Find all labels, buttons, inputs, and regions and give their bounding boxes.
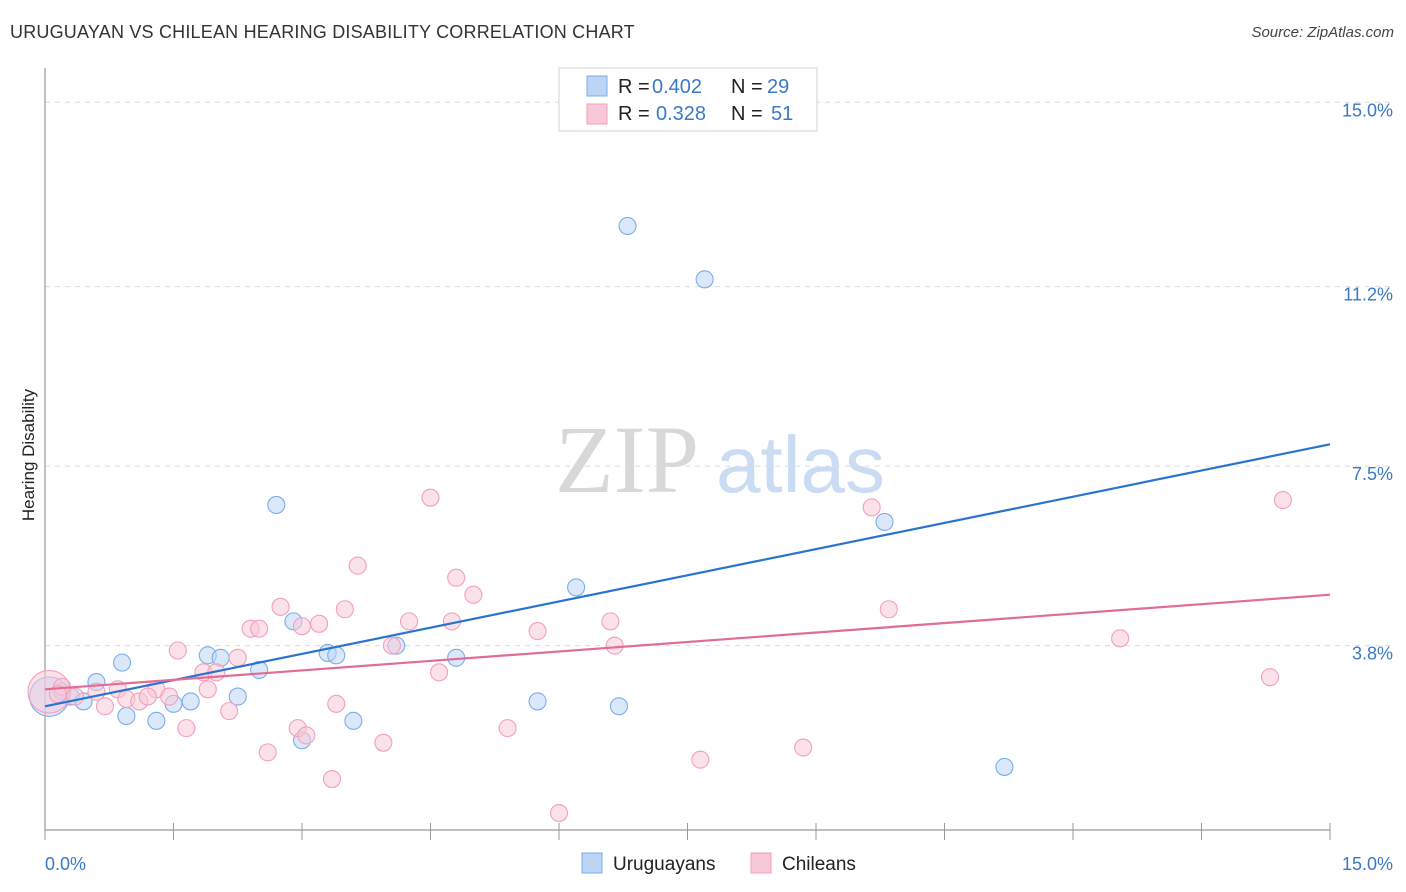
uruguayans-point — [147, 711, 166, 730]
x-ticks — [44, 823, 1331, 840]
chileans-point — [1260, 668, 1280, 687]
y-tick-label: 3.8% — [1352, 644, 1393, 664]
chileans-point — [421, 488, 440, 507]
chileans-point — [220, 702, 239, 721]
chileans-point — [605, 636, 624, 655]
chileans-point — [138, 687, 157, 706]
uruguayans-point — [695, 270, 714, 289]
bottom-legend-label-chileans: Chileans — [782, 854, 856, 875]
gridlines — [45, 101, 1395, 647]
chileans-point — [447, 568, 466, 587]
chileans-point — [374, 733, 393, 752]
chart-title: URUGUAYAN VS CHILEAN HEARING DISABILITY … — [10, 22, 635, 42]
chileans-point — [862, 498, 881, 517]
uruguayans-point — [567, 578, 586, 597]
chileans-point — [430, 663, 449, 682]
uruguayans-point — [117, 706, 136, 726]
legend-swatch-uruguayans — [586, 75, 608, 97]
uruguayans-point — [267, 495, 286, 514]
chileans-point — [297, 726, 316, 745]
legend-r-value-chileans: 0.328 — [656, 103, 706, 125]
chileans-point — [1111, 629, 1130, 648]
y-tick-label: 11.2% — [1343, 285, 1393, 305]
top-legend: R = 0.402 N = 29 R = 0.328 N = 51 — [558, 67, 818, 132]
y-tick-label: 15.0% — [1342, 100, 1393, 120]
chileans-point — [310, 614, 329, 633]
chileans-point — [691, 750, 710, 769]
legend-n-value-uruguayans: 29 — [767, 76, 789, 98]
legend-r-label-chileans: R = — [618, 103, 650, 125]
chileans-point — [65, 687, 85, 706]
bottom-legend: Uruguayans Chileans — [581, 852, 856, 875]
uruguayans-point — [875, 512, 894, 531]
uruguayans-point — [327, 646, 346, 665]
uruguayans-trend-line — [44, 443, 1331, 708]
chileans-point — [601, 612, 620, 631]
uruguayans-point — [228, 687, 247, 706]
chileans-point — [168, 641, 187, 660]
uruguayans-point — [618, 216, 637, 236]
legend-n-value-chileans: 51 — [771, 103, 793, 125]
uruguayans-point — [181, 692, 200, 711]
legend-swatch-chileans — [586, 103, 608, 125]
watermark-zip: ZIP — [555, 406, 699, 513]
chileans-point — [177, 719, 196, 738]
chileans-point — [258, 743, 277, 762]
chileans-point — [498, 719, 517, 738]
legend-r-value-uruguayans: 0.402 — [652, 76, 702, 98]
chileans-trend-line — [44, 593, 1331, 691]
legend-n-label-uruguayans: N = — [731, 76, 763, 98]
chileans-point — [382, 636, 402, 655]
chileans-point — [464, 585, 483, 604]
x-tick-label-min: 0.0% — [45, 854, 86, 874]
chileans-point — [879, 600, 898, 619]
bottom-legend-label-uruguayans: Uruguayans — [613, 854, 715, 875]
chileans-point — [794, 738, 813, 757]
uruguayans-point — [344, 711, 363, 730]
bottom-legend-swatch-uruguayans — [581, 852, 603, 874]
chileans-point — [198, 680, 217, 699]
chileans-point — [549, 803, 569, 823]
chileans-point — [250, 619, 269, 638]
y-tick-label: 7.5% — [1352, 464, 1393, 484]
chileans-point — [528, 622, 547, 641]
uruguayans-point — [113, 653, 132, 672]
chileans-point — [228, 648, 247, 667]
trend-lines — [44, 443, 1331, 708]
chileans-point — [95, 697, 115, 716]
y-axis-title: Hearing Disability — [19, 388, 38, 521]
chileans-point — [160, 687, 179, 706]
chileans-point — [322, 770, 342, 789]
chileans-point — [1273, 491, 1292, 510]
bottom-legend-swatch-chileans — [750, 852, 772, 874]
chileans-point — [348, 556, 367, 575]
chileans-point — [400, 612, 419, 631]
y-tick-labels: 3.8% 7.5% 11.2% 15.0% — [1342, 100, 1393, 663]
x-tick-label-max: 15.0% — [1342, 854, 1393, 874]
chileans-point — [292, 617, 312, 636]
uruguayans-point — [995, 757, 1014, 776]
legend-n-label-chileans: N = — [731, 103, 763, 125]
chileans-point — [327, 694, 346, 713]
uruguayans-point — [528, 692, 547, 711]
chileans-point — [335, 600, 354, 619]
chart-source: Source: ZipAtlas.com — [1251, 24, 1394, 41]
uruguayans-point — [609, 697, 629, 716]
watermark-atlas: atlas — [716, 420, 885, 509]
legend-r-label-uruguayans: R = — [618, 76, 650, 98]
chileans-point — [271, 597, 290, 616]
chileans-points — [27, 488, 1292, 823]
